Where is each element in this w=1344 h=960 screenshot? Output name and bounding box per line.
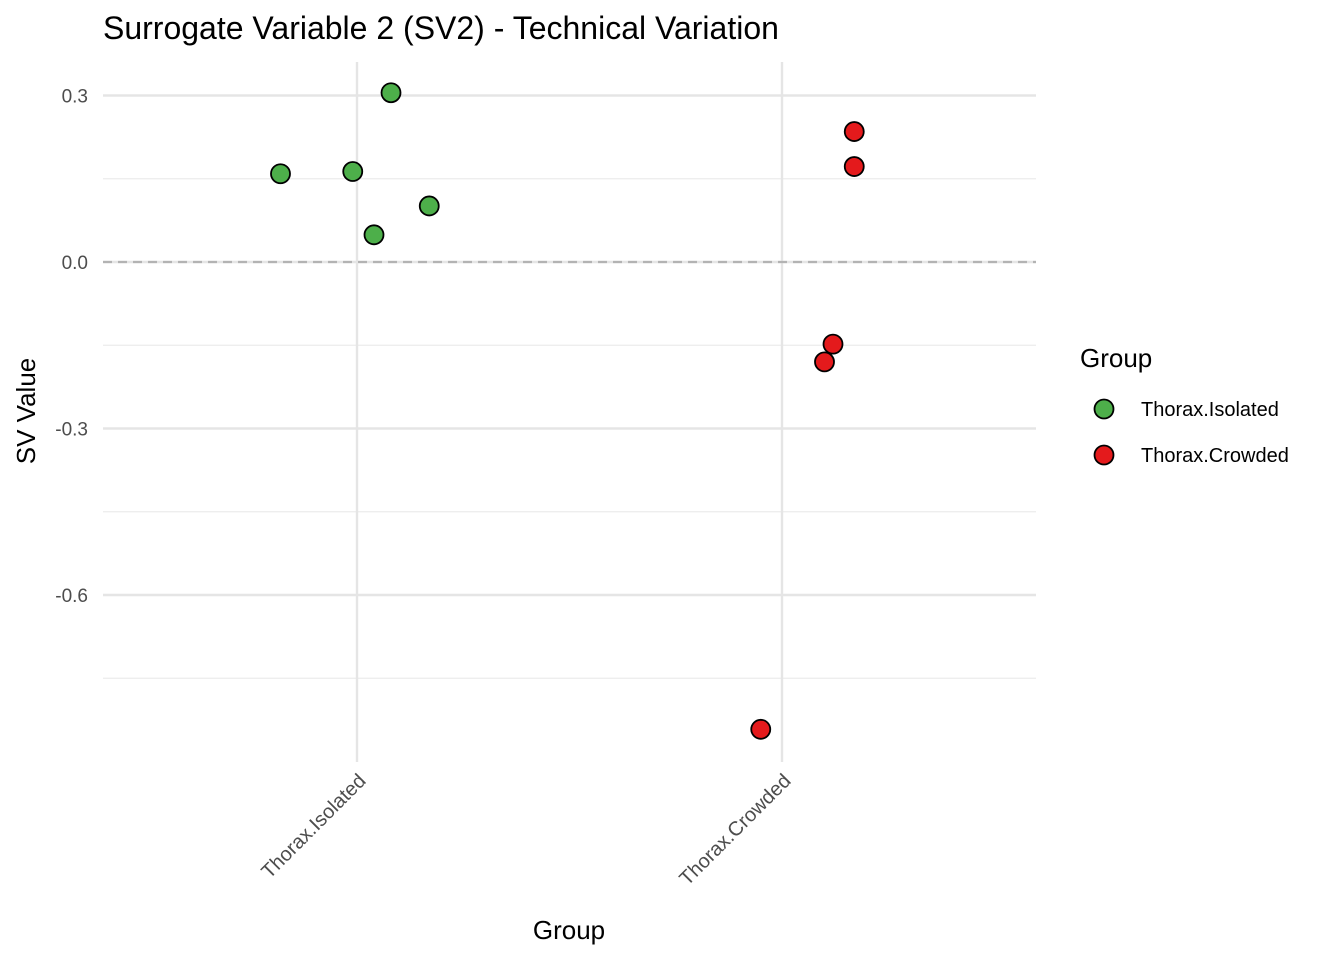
x-tick-labels: Thorax.Isolated Thorax.Crowded (257, 770, 795, 890)
x-tick-label: Thorax.Isolated (257, 770, 370, 883)
grid-layer (103, 62, 1036, 762)
data-point-thorax-isolated (363, 224, 385, 246)
data-point-thorax-isolated (342, 161, 364, 182)
y-tick-labels: 0.3 0.0 -0.3 -0.6 (55, 87, 88, 608)
legend-key-marker (1093, 398, 1115, 420)
data-point-thorax-crowded (843, 121, 865, 142)
y-tick-label: 0.3 (62, 87, 88, 108)
data-point-thorax-crowded (750, 718, 772, 740)
data-point-thorax-crowded (843, 156, 865, 177)
y-tick-label: -0.6 (55, 586, 88, 607)
legend-title: Group (1080, 343, 1152, 373)
legend-entries: Thorax.Isolated Thorax.Crowded (1093, 398, 1289, 467)
y-tick-label: -0.3 (55, 420, 88, 441)
legend-key-marker (1093, 444, 1115, 466)
data-point-thorax-crowded (814, 351, 835, 373)
x-tick-label: Thorax.Crowded (675, 770, 795, 890)
y-axis-title: SV Value (11, 358, 41, 464)
x-axis-title: Group (533, 915, 605, 945)
data-points (270, 82, 865, 740)
data-point-thorax-isolated (270, 163, 291, 185)
legend-entry-label: Thorax.Crowded (1141, 445, 1289, 467)
chart-title: Surrogate Variable 2 (SV2) - Technical V… (103, 10, 779, 46)
legend: Group Thorax.Isolated Thorax.Crowded (1080, 343, 1289, 467)
data-point-thorax-isolated (380, 82, 402, 104)
legend-entry-label: Thorax.Isolated (1141, 399, 1279, 421)
y-tick-label: 0.0 (62, 253, 88, 274)
data-point-thorax-isolated (418, 195, 440, 217)
data-point-thorax-crowded (822, 333, 844, 355)
